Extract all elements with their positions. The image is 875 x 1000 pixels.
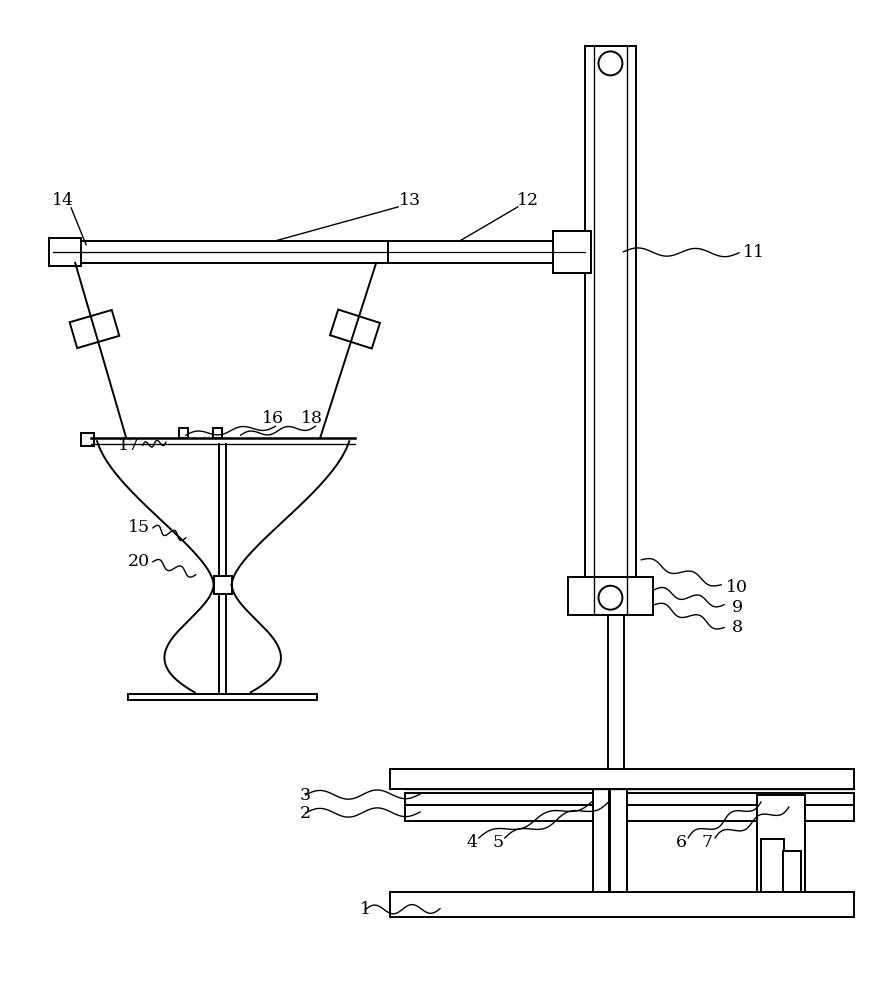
Bar [757, 795, 805, 892]
Bar [213, 428, 221, 438]
Text: 3: 3 [300, 787, 311, 804]
Bar [783, 851, 801, 892]
Polygon shape [70, 310, 119, 348]
Bar [592, 789, 609, 892]
Circle shape [598, 51, 622, 75]
Text: 20: 20 [128, 553, 150, 570]
Text: 2: 2 [300, 805, 311, 822]
Bar [49, 238, 81, 266]
Bar [128, 694, 318, 700]
Bar [584, 46, 636, 615]
Polygon shape [330, 310, 380, 349]
Text: 18: 18 [301, 410, 324, 427]
Text: 9: 9 [732, 599, 743, 616]
Bar [390, 892, 854, 917]
Bar [553, 231, 591, 273]
Bar [214, 576, 232, 594]
Text: 15: 15 [128, 519, 150, 536]
Text: 5: 5 [493, 834, 503, 851]
Text: 8: 8 [732, 619, 743, 636]
Text: 14: 14 [52, 192, 74, 209]
Text: 17: 17 [118, 437, 140, 454]
Bar [53, 241, 388, 263]
Text: 6: 6 [676, 834, 687, 851]
Bar [390, 769, 854, 789]
Bar [405, 793, 854, 805]
Bar [81, 433, 94, 446]
Bar [405, 805, 854, 821]
Text: 13: 13 [399, 192, 421, 209]
Text: 1: 1 [360, 901, 371, 918]
Circle shape [598, 586, 622, 610]
Bar [761, 839, 784, 892]
Bar [568, 577, 654, 615]
Text: 12: 12 [516, 192, 539, 209]
Text: 4: 4 [466, 834, 478, 851]
Bar [53, 241, 584, 263]
Bar [610, 789, 626, 892]
Text: 11: 11 [743, 244, 765, 261]
Text: 7: 7 [702, 834, 713, 851]
Text: 10: 10 [726, 579, 748, 596]
Bar [178, 428, 188, 438]
Text: 16: 16 [262, 410, 284, 427]
